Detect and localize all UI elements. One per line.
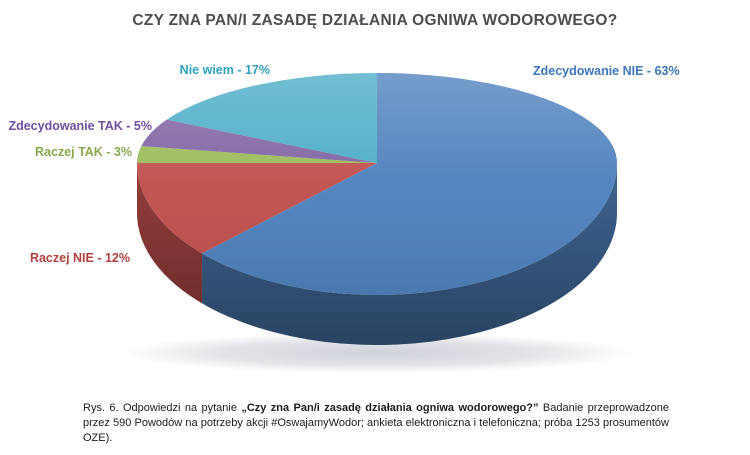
figure-caption: Rys. 6. Odpowiedzi na pytanie „Czy zna P… [83, 401, 669, 446]
slice-label-zdecydowanie-tak: Zdecydowanie TAK - 5% [8, 119, 152, 133]
caption-suffix: Badanie przeprowadzone przez 590 Powodów… [83, 402, 669, 444]
slice-label-raczej-tak: Raczej TAK - 3% [34, 145, 132, 159]
chart-title: CZY ZNA PAN/I ZASADĘ DZIAŁANIA OGNIWA WO… [132, 12, 618, 29]
slice-label-nie-wiem: Nie wiem - 17% [179, 63, 270, 77]
slice-label-raczej-nie: Raczej NIE - 12% [29, 251, 130, 265]
slice-label-zdecydowanie-nie: Zdecydowanie NIE - 63% [533, 64, 680, 78]
pie-side-zdecydowanie-nie [202, 163, 618, 345]
pie-side-raczej-nie [137, 163, 203, 304]
caption-prefix: Rys. 6. Odpowiedzi na pytanie [83, 402, 242, 414]
pie-shadow [121, 333, 633, 373]
caption-question: „Czy zna Pan/i zasadę działania ogniwa w… [241, 402, 539, 414]
pie-gloss-highlight [137, 73, 617, 295]
